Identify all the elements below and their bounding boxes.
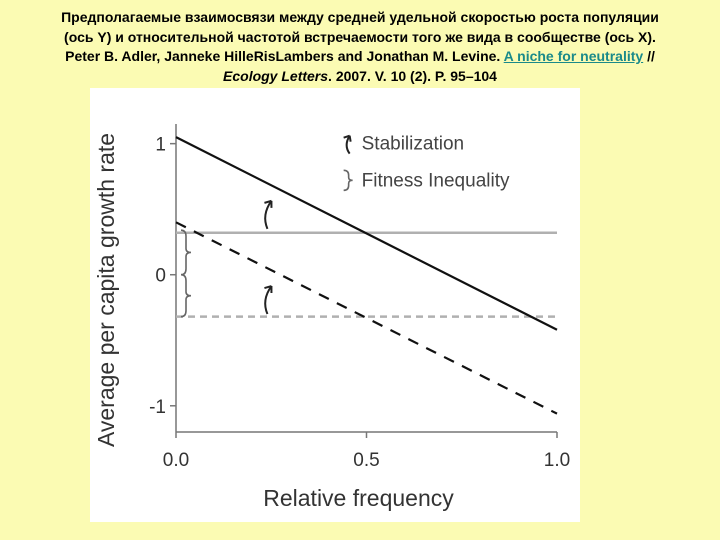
y-tick-label: 1: [155, 135, 166, 156]
x-tick-label: 1.0: [544, 450, 570, 471]
brace-annotation: [180, 229, 192, 276]
figure-caption: Предполагаемые взаимосвязи между средней…: [6, 8, 714, 86]
x-tick-label: 0.5: [353, 450, 379, 471]
series-lines: [175, 136, 558, 415]
legend-arrowhead: [343, 134, 352, 142]
legend-brace-icon: [343, 169, 353, 192]
y-axis-title: Average per capita growth rate: [93, 133, 119, 447]
axis-labels: Relative frequency Average per capita gro…: [93, 133, 454, 511]
chart-legend: Stabilization Fitness Inequality: [343, 134, 510, 192]
journal-name: Ecology Letters: [223, 67, 329, 84]
caption-line-4: Ecology Letters. 2007. V. 10 (2). P. 95–…: [6, 67, 714, 87]
line-chart: 1 0 -1 0.0 0.5 1.0 Stabilization Fitness Inequ…: [93, 124, 570, 511]
legend-label: Stabilization: [362, 134, 464, 155]
stabilization-arrow: [264, 285, 273, 315]
y-tick-label: 0: [155, 266, 166, 287]
reference-lines: [176, 231, 557, 318]
brace-annotation: [180, 273, 192, 318]
citation-details: . 2007. V. 10 (2). P. 95–104: [328, 67, 497, 84]
legend-label: Fitness Inequality: [362, 170, 510, 191]
series-line-solid: [175, 136, 558, 331]
x-axis-title: Relative frequency: [263, 485, 454, 511]
chart-axes: 1 0 -1 0.0 0.5 1.0: [149, 124, 570, 471]
series-line-dashed: [175, 221, 558, 415]
arrowhead: [264, 285, 273, 294]
y-tick-label: -1: [149, 397, 166, 418]
caption-suffix: //: [643, 48, 655, 64]
legend-arrow-icon: [345, 135, 351, 155]
article-link[interactable]: A niche for neutrality: [503, 48, 644, 64]
chart-annotations: [180, 199, 273, 318]
caption-line-1: Предполагаемые взаимосвязи между средней…: [61, 9, 659, 25]
arrowhead: [264, 199, 273, 208]
chart-figure: 1 0 -1 0.0 0.5 1.0 Stabilization Fitness Inequ…: [90, 88, 580, 522]
stabilization-arrow: [264, 200, 273, 230]
caption-line-3: Peter B. Adler, Janneke HilleRisLambers …: [6, 47, 714, 67]
x-tick-label: 0.0: [163, 450, 189, 471]
caption-line-2: (ось Y) и относительной частотой встреча…: [64, 28, 656, 45]
caption-authors: Peter B. Adler, Janneke HilleRisLambers …: [65, 48, 504, 64]
